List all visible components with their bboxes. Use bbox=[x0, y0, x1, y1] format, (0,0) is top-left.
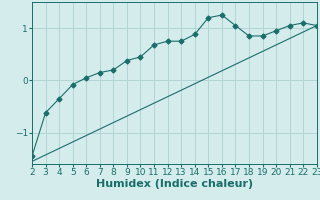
X-axis label: Humidex (Indice chaleur): Humidex (Indice chaleur) bbox=[96, 179, 253, 189]
